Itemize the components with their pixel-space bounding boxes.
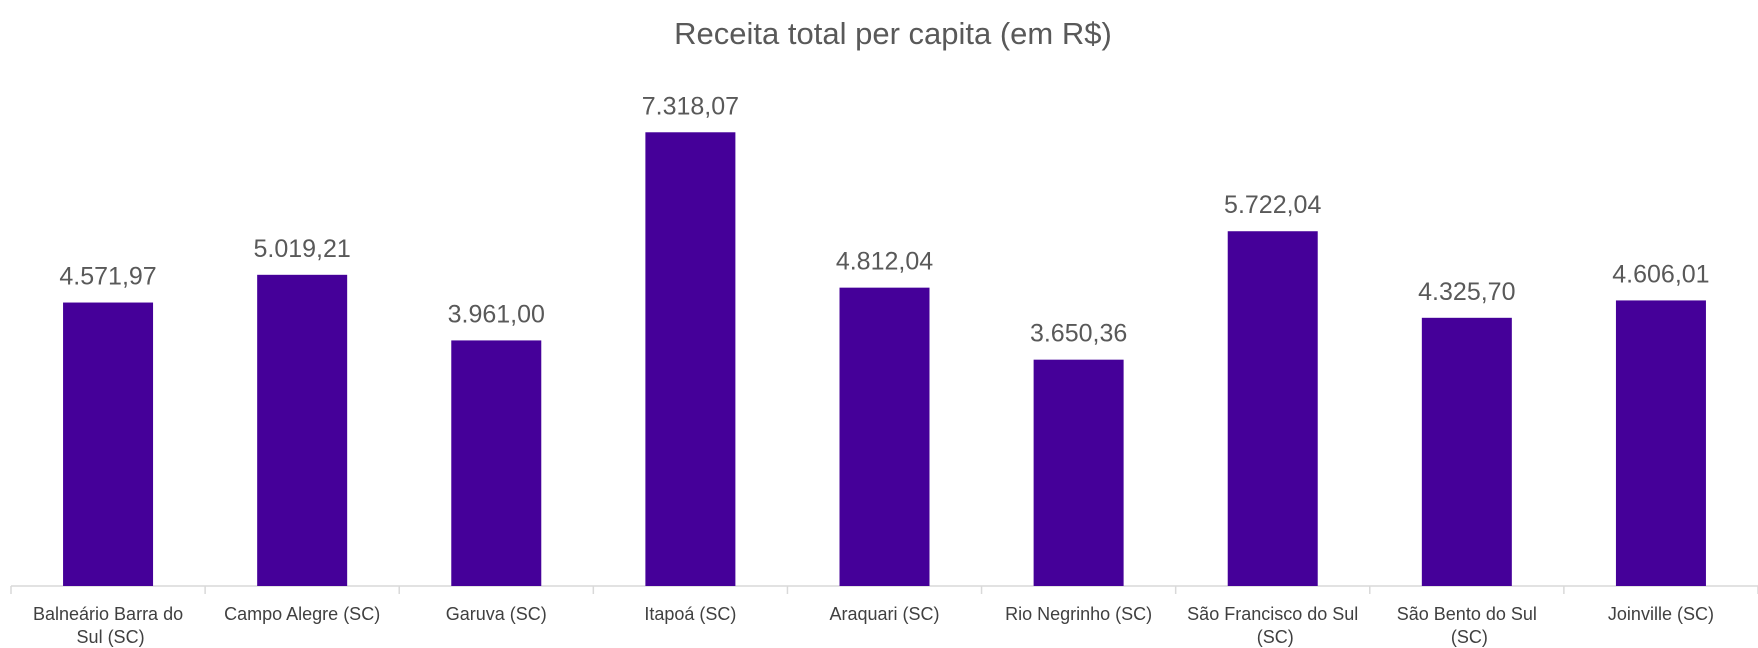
bar [1227,231,1318,586]
bar [1615,300,1706,586]
value-label: 4.606,01 [1612,260,1709,288]
x-tick-label: Itapoá (SC) [644,604,736,624]
value-label: 4.812,04 [836,248,933,276]
bar [257,274,348,586]
value-label: 5.722,04 [1224,191,1321,219]
value-label: 3.961,00 [448,300,545,328]
x-tick-label: Garuva (SC) [446,604,547,624]
chart-title: Receita total per capita (em R$) [674,16,1112,51]
bar [451,340,542,586]
value-label: 7.318,07 [642,92,739,120]
bar [645,132,736,586]
bar [839,287,930,586]
bar [1421,317,1512,586]
x-tick-label: Joinville (SC) [1608,604,1714,624]
x-tick-label: Balneário Barra do Sul (SC) [33,604,183,647]
x-tick-label: São Francisco do Sul (SC) [1187,604,1358,647]
bar [1033,359,1124,586]
value-label: 3.650,36 [1030,320,1127,348]
x-tick-label: Campo Alegre (SC) [224,604,380,624]
x-tick-label: Araquari (SC) [829,604,939,624]
value-label: 4.571,97 [59,263,156,291]
value-label: 4.325,70 [1418,278,1515,306]
x-tick-label: Rio Negrinho (SC) [1005,604,1152,624]
bar [63,302,154,586]
value-label: 5.019,21 [254,235,351,263]
x-tick-label: São Bento do Sul (SC) [1397,604,1537,647]
